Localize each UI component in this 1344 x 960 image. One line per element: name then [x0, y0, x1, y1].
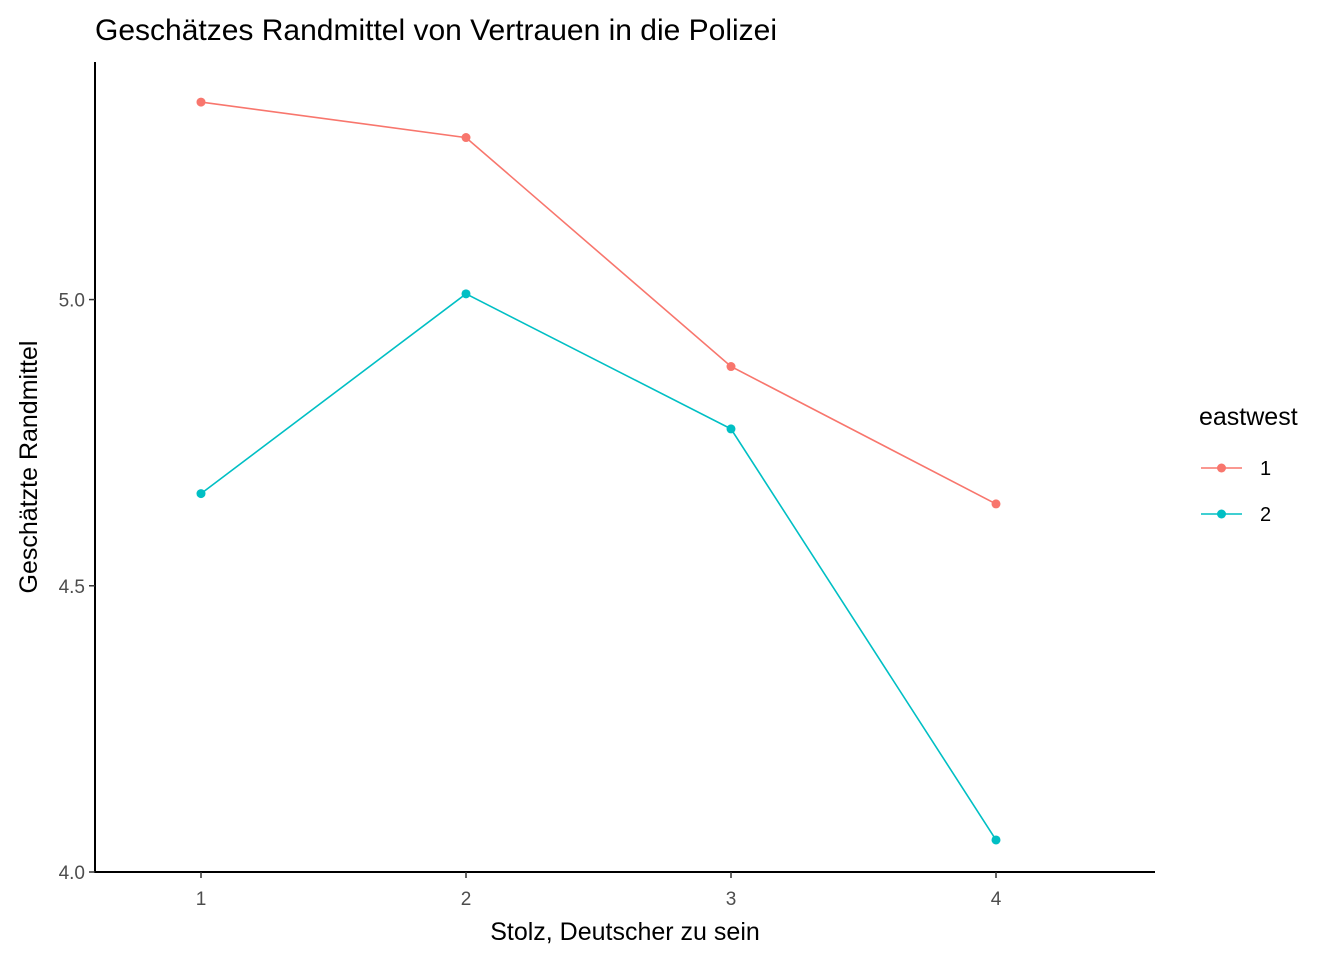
y-tick-label: 5.0	[59, 291, 85, 312]
y-tick-label: 4.5	[59, 577, 85, 598]
series-1-point	[726, 362, 736, 372]
series-layer	[196, 97, 1001, 845]
x-ticks: 1 2 3 4	[196, 872, 1002, 910]
x-tick-label: 2	[461, 889, 472, 910]
x-tick-label: 3	[726, 889, 737, 910]
legend-key-point	[1217, 509, 1226, 519]
x-axis-title: Stolz, Deutscher zu sein	[490, 918, 760, 946]
series-line-2	[200, 292, 997, 841]
plot-area: 4.0 4.5 5.0 1 2 3 4	[59, 62, 1155, 910]
series-2-point	[991, 835, 1001, 845]
series-line-1	[200, 101, 997, 505]
legend-title: eastwest	[1199, 403, 1298, 431]
y-ticks: 4.0 4.5 5.0	[59, 291, 95, 884]
y-axis-title: Geschätzte Randmittel	[15, 341, 43, 594]
legend-items: 12	[1201, 458, 1271, 526]
legend-key-point	[1217, 463, 1226, 473]
y-tick-label: 4.0	[59, 863, 85, 884]
legend: eastwest 12	[1199, 403, 1298, 526]
legend-label: 2	[1260, 504, 1271, 526]
chart-title: Geschätzes Randmittel von Vertrauen in d…	[95, 14, 777, 47]
x-tick-label: 4	[991, 889, 1002, 910]
legend-label: 1	[1260, 458, 1271, 480]
series-2-point	[461, 289, 471, 299]
series-1-point	[196, 97, 206, 107]
series-2-point	[726, 424, 736, 434]
series-1-point	[991, 499, 1001, 509]
series-1-point	[461, 133, 471, 143]
x-tick-label: 1	[196, 889, 207, 910]
series-2-point	[196, 489, 206, 499]
